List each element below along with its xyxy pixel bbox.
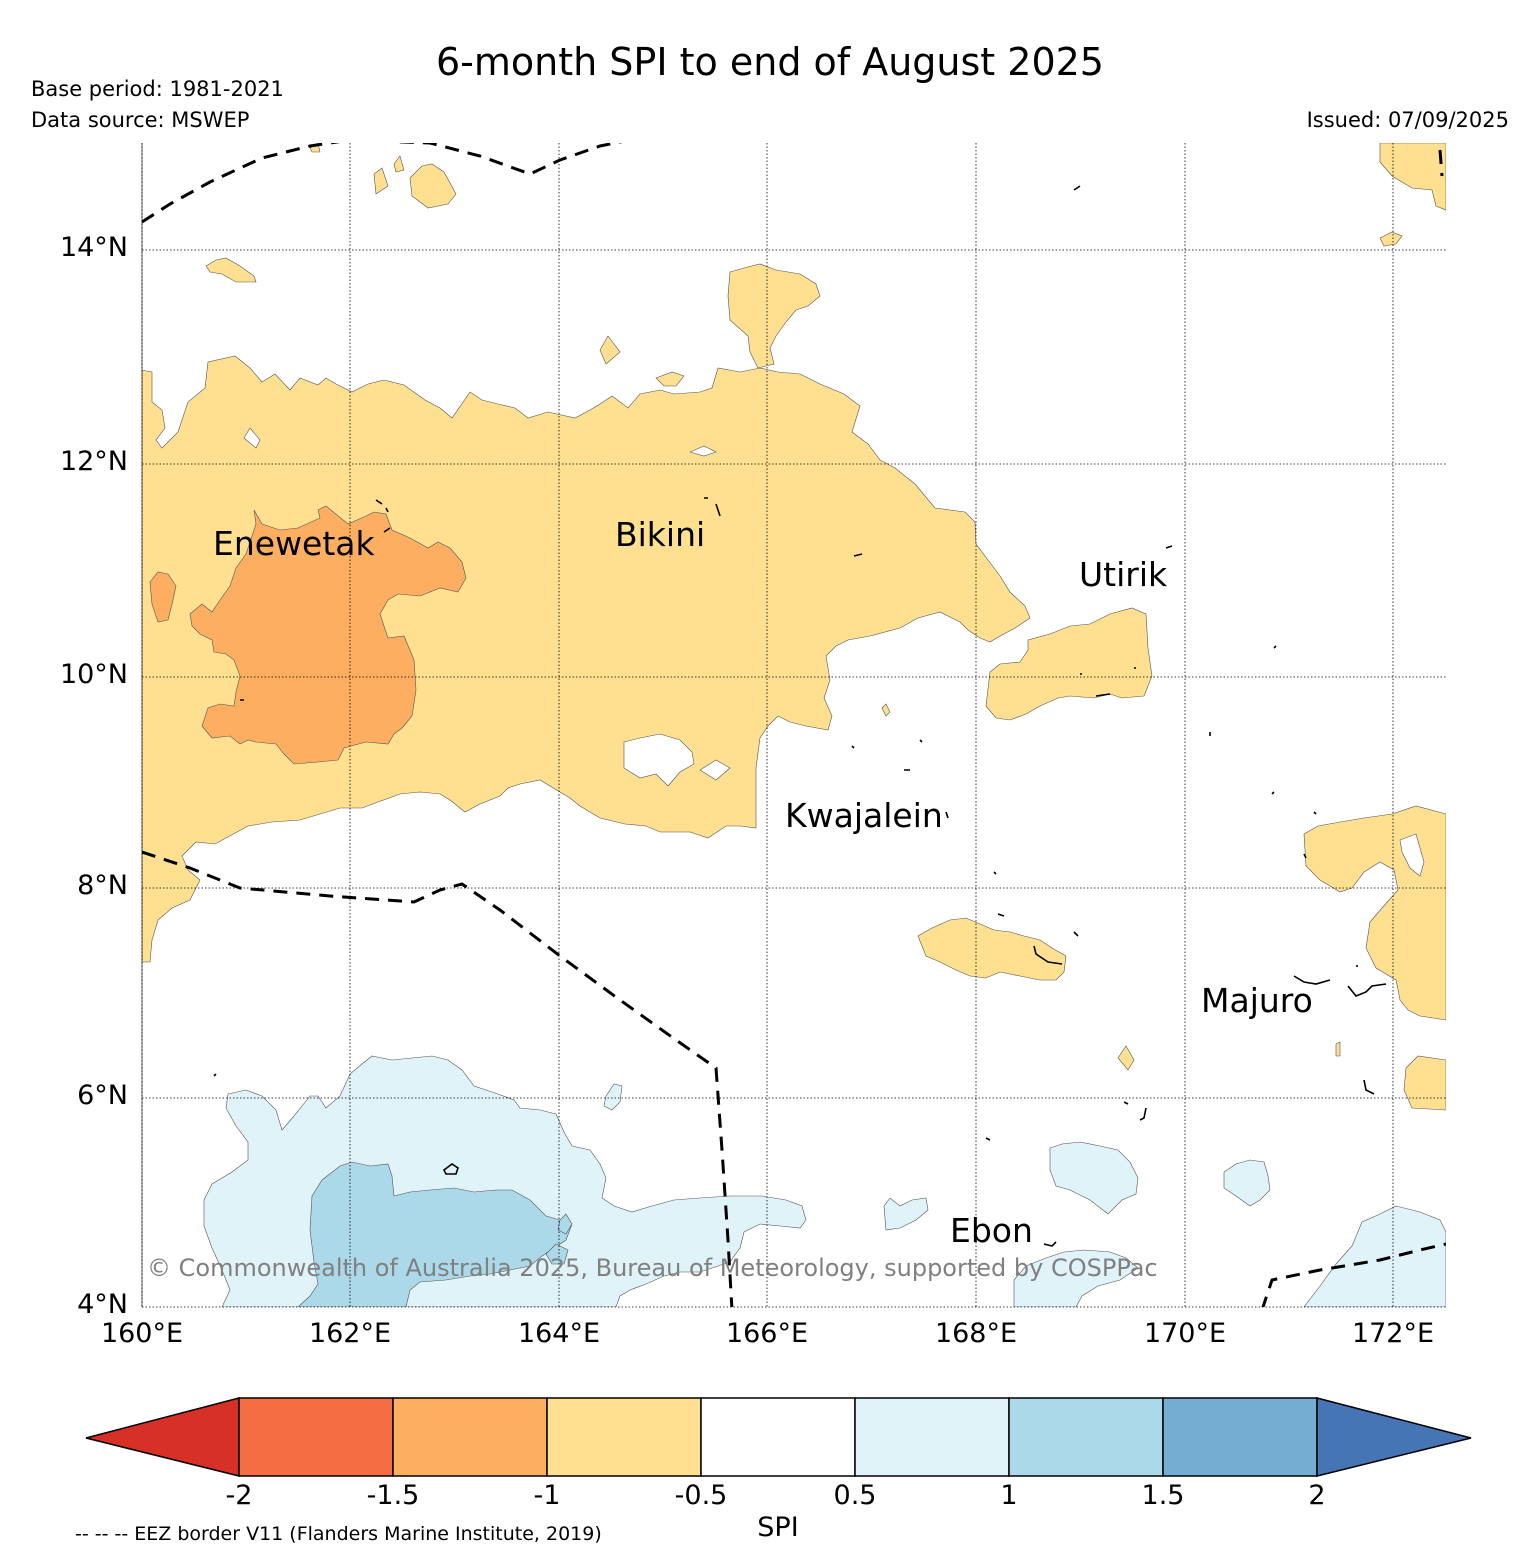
colorbar-segment-m15-m1	[392, 1397, 548, 1477]
data-source: Data source: MSWEP	[31, 108, 250, 132]
lon-label-162e: 162°E	[308, 1318, 392, 1349]
lat-label-8n: 8°N	[77, 870, 128, 901]
lon-label-168e: 168°E	[934, 1318, 1018, 1349]
place-enewetak: Enewetak	[213, 524, 375, 563]
colorbar-segment-15-2	[1162, 1397, 1318, 1477]
colorbar-tick: 1.5	[1141, 1480, 1185, 1511]
lat-label-14n: 14°N	[59, 232, 128, 263]
map-title: 6-month SPI to end of August 2025	[436, 40, 1104, 84]
place-bikini: Bikini	[615, 515, 706, 554]
spi-region-drier-enewetak	[189, 505, 467, 765]
place-ebon: Ebon	[950, 1211, 1033, 1250]
place-majuro: Majuro	[1201, 981, 1313, 1020]
place-kwajalein: Kwajalein	[785, 796, 943, 835]
island-coastlines	[213, 185, 1387, 1247]
colorbar-segment-lt-m2	[85, 1397, 240, 1477]
issued-date: Issued: 07/09/2025	[1306, 108, 1509, 132]
eez-note: -- -- -- EEZ border V11 (Flanders Marine…	[75, 1523, 602, 1545]
spi-region-dry-main	[142, 355, 1031, 963]
colorbar-segment-m05-05	[700, 1397, 856, 1477]
spi-map	[141, 143, 1446, 1308]
spi-region-dry-utirik	[985, 607, 1153, 721]
spi-colorbar	[85, 1397, 1472, 1477]
lon-label-172e: 172°E	[1351, 1318, 1435, 1349]
eez-border	[142, 143, 1446, 1307]
base-period: Base period: 1981-2021	[31, 77, 284, 101]
copyright-notice: © Commonwealth of Australia 2025, Bureau…	[147, 1254, 1158, 1282]
colorbar-segment-05-1	[854, 1397, 1010, 1477]
lat-label-12n: 12°N	[59, 446, 128, 477]
colorbar-segment-1-15	[1008, 1397, 1164, 1477]
place-utirik: Utirik	[1079, 555, 1168, 594]
colorbar-segment-m1-m05	[546, 1397, 702, 1477]
lat-label-6n: 6°N	[77, 1080, 128, 1111]
lon-label-160e: 160°E	[100, 1318, 184, 1349]
colorbar-segment-gt-2	[1316, 1397, 1472, 1477]
lon-label-170e: 170°E	[1143, 1318, 1227, 1349]
colorbar-tick: -2	[225, 1480, 253, 1511]
colorbar-tick: 2	[1308, 1480, 1326, 1511]
colorbar-tick: -0.5	[674, 1480, 728, 1511]
colorbar-segment-m2-m15	[238, 1397, 394, 1477]
lon-label-166e: 166°E	[725, 1318, 809, 1349]
lat-label-4n: 4°N	[77, 1289, 128, 1320]
colorbar-tick: -1	[533, 1480, 561, 1511]
colorbar-label: SPI	[757, 1512, 799, 1543]
lon-label-164e: 164°E	[517, 1318, 601, 1349]
lat-label-10n: 10°N	[59, 659, 128, 690]
colorbar-tick: 1	[1000, 1480, 1018, 1511]
colorbar-tick: -1.5	[366, 1480, 420, 1511]
colorbar-tick: 0.5	[833, 1480, 877, 1511]
